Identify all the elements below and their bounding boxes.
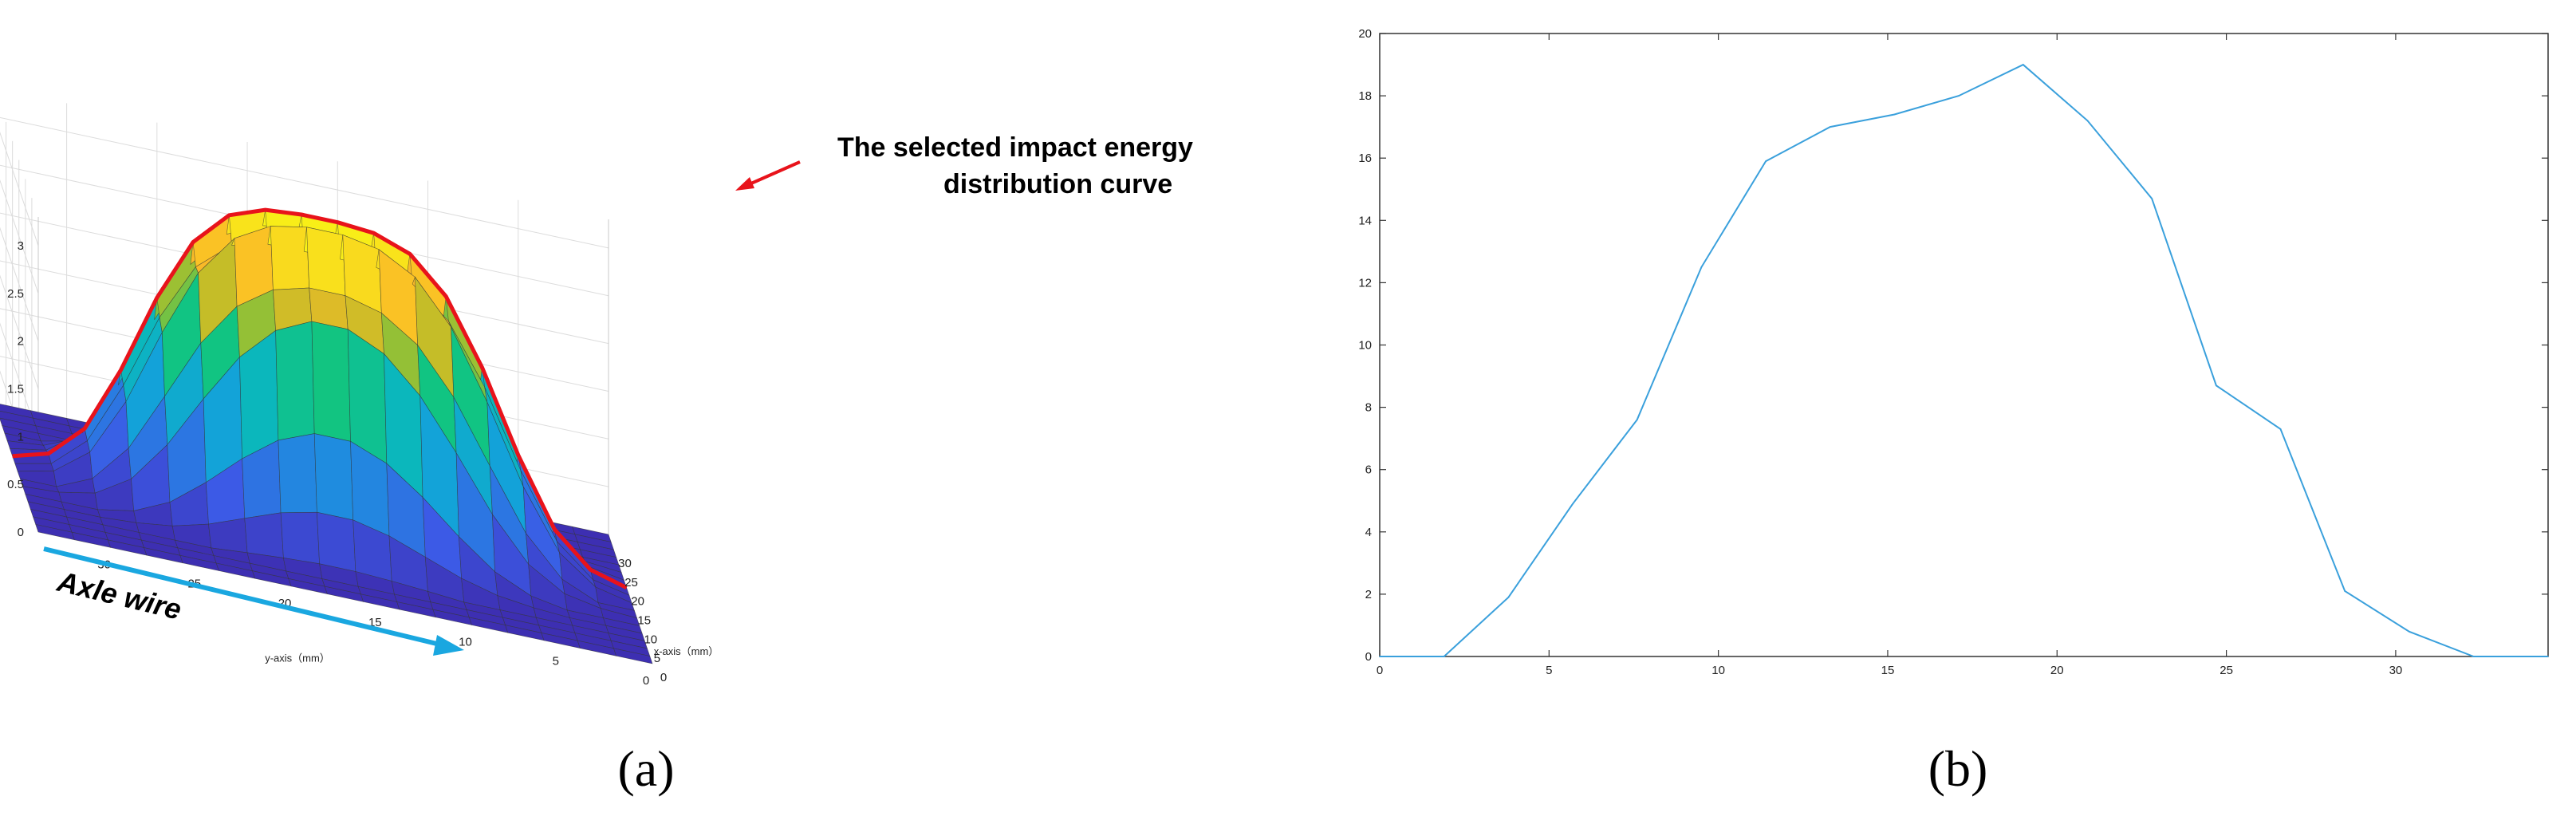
z-tick-label: 0 (18, 526, 24, 539)
x-tick-label: 20 (2050, 664, 2064, 677)
grid-line (0, 227, 39, 341)
y-tick-label: 0 (643, 674, 649, 688)
z-tick-label: 1 (18, 430, 24, 444)
grid-line (0, 179, 39, 294)
axle-wire-arrow-head (433, 635, 464, 656)
z-tick-label: 2.5 (7, 287, 24, 301)
surface-cell (278, 433, 317, 514)
y-tick-label: 6 (1365, 463, 1372, 477)
data-point (1572, 503, 1574, 505)
panel-b-caption: (b) (1928, 740, 1988, 797)
surface-cell (317, 511, 356, 572)
axle-wire-arrow-shaft (43, 546, 447, 649)
data-point (2472, 656, 2475, 657)
data-point (1379, 656, 1381, 657)
z-tick-label: 1.5 (7, 382, 24, 396)
y-tick-label: 0 (1365, 650, 1372, 664)
grid-line (0, 116, 609, 249)
y-axis-label: y-axis（mm） (265, 652, 330, 664)
x-tick-label: 10 (1711, 664, 1725, 677)
x-axis-label: x-axis（mm） (654, 645, 719, 657)
surface-chart-panel: 00.511.522.53051015202530051015202530 x-… (0, 103, 1193, 688)
surface-cell (313, 433, 354, 521)
y-tick-label: 16 (1358, 152, 1372, 165)
surface-mesh (0, 207, 653, 664)
x-tick-label: 5 (654, 652, 660, 665)
annotation-line-2: distribution curve (943, 169, 1172, 199)
x-tick-label: 25 (2220, 664, 2233, 677)
x-tick-label: 15 (637, 614, 651, 628)
data-point (2279, 428, 2282, 430)
data-point (2023, 64, 2024, 65)
grid-line (0, 274, 39, 389)
x-tick-label: 5 (1546, 664, 1552, 677)
data-point (1507, 597, 1510, 598)
x-tick-label: 20 (631, 595, 644, 609)
annotation-arrow-shaft (745, 160, 801, 187)
y-tick-label: 12 (1358, 276, 1372, 290)
panel-a-caption: (a) (617, 740, 674, 797)
data-point (2547, 656, 2549, 657)
surface-cell (280, 511, 320, 565)
x-tick-label: 30 (618, 557, 632, 570)
data-point (2151, 198, 2153, 199)
line-chart-axes: 0 2 4 6 8 10 12 14 16 18 20 0 5 10 15 20 25 30 (1358, 27, 2548, 677)
data-point (1893, 113, 1896, 116)
surface-cell (311, 321, 351, 442)
data-point (1636, 419, 1638, 421)
surface-cell (244, 512, 284, 558)
grid-line (0, 131, 39, 246)
data-point (2344, 590, 2346, 592)
y-tick-label: 14 (1358, 214, 1372, 227)
line-chart-panel: 0 2 4 6 8 10 12 14 16 18 20 0 5 10 15 20 25 30 (1358, 27, 2549, 677)
surface-cell (270, 226, 310, 290)
y-tick-label: 8 (1365, 401, 1372, 415)
z-tick-label: 0.5 (7, 478, 24, 491)
y-tick-label: 5 (553, 655, 559, 668)
y-tick-label: 2 (1365, 588, 1372, 601)
annotation-arrow-head (735, 177, 754, 191)
y-tick-label: 10 (1358, 339, 1372, 353)
surface-cell (208, 518, 248, 554)
y-tick-label: 18 (1358, 89, 1372, 103)
annotation-line-1: The selected impact energy (837, 132, 1193, 163)
z-tick-label: 2 (18, 335, 24, 349)
data-point (2409, 630, 2410, 633)
x-tick-label: 0 (1377, 664, 1383, 677)
x-tick-label: 15 (1881, 664, 1895, 677)
x-tick-label: 10 (644, 633, 657, 646)
data-point (1765, 160, 1767, 162)
x-tick-label: 25 (624, 576, 638, 589)
y-tick-label: 20 (1358, 27, 1372, 41)
z-tick-label: 3 (18, 239, 24, 253)
surface-cell (306, 227, 346, 297)
y-tick-label: 4 (1365, 526, 1372, 539)
data-point (2086, 120, 2089, 122)
line-chart-series (1379, 63, 2549, 657)
data-point (2216, 384, 2217, 387)
surface-cell (14, 463, 54, 472)
surface-cell (613, 648, 653, 664)
data-point (1700, 266, 1703, 268)
y-tick-label: 10 (459, 635, 472, 649)
selected-curve (12, 207, 628, 589)
data-point (1829, 126, 1831, 128)
surface-cell (275, 321, 315, 441)
x-tick-label: 30 (2389, 664, 2403, 677)
x-tick-label: 0 (660, 671, 667, 684)
data-point (1958, 95, 1960, 97)
data-point (1443, 656, 1445, 657)
